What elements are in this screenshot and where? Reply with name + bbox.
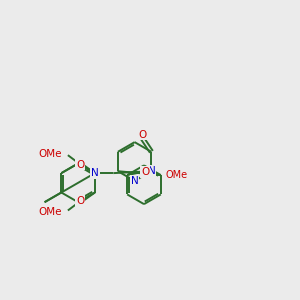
Text: N: N — [148, 166, 155, 176]
Text: O: O — [76, 160, 85, 170]
Text: N: N — [131, 176, 139, 186]
Text: OMe: OMe — [165, 170, 188, 180]
Text: O: O — [76, 196, 85, 206]
Text: N: N — [91, 168, 99, 178]
Text: OMe: OMe — [39, 148, 62, 159]
Text: OMe: OMe — [39, 207, 62, 217]
Text: O: O — [138, 130, 146, 140]
Text: O: O — [141, 167, 149, 177]
